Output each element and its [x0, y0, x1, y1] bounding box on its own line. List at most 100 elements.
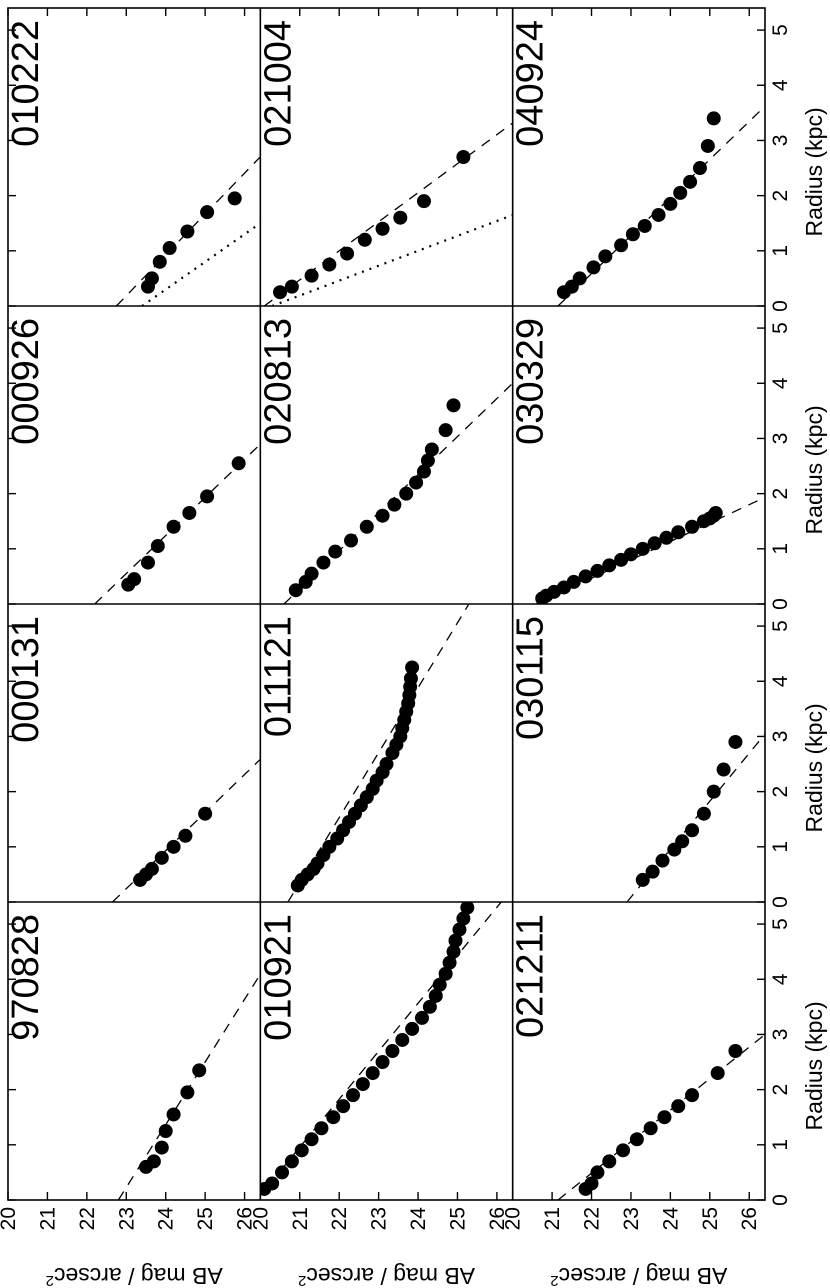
- x-axis-label: Radius (kpc): [801, 405, 827, 534]
- data-point: [456, 150, 471, 164]
- data-point: [344, 533, 359, 548]
- fit-line: [287, 604, 470, 902]
- data-point: [365, 1066, 380, 1081]
- y-axis-label-superscript: 2: [46, 1273, 54, 1288]
- data-point: [420, 453, 435, 468]
- data-point: [326, 1110, 341, 1125]
- data-point: [166, 1107, 181, 1122]
- y-axis-label-superscript: 2: [298, 1273, 306, 1288]
- panel-020813: 020813: [257, 318, 513, 604]
- data-point: [566, 574, 581, 589]
- data-point: [154, 1140, 169, 1155]
- data-point: [409, 475, 424, 490]
- data-point: [304, 268, 319, 283]
- data-point: [405, 1021, 420, 1036]
- panel-label: 000131: [5, 616, 47, 743]
- data-point: [728, 734, 743, 749]
- y-tick-label: 24: [155, 1207, 178, 1231]
- data-point: [162, 241, 177, 256]
- data-point: [692, 161, 707, 176]
- data-point: [314, 1121, 329, 1136]
- data-point: [710, 1066, 725, 1081]
- data-point: [180, 1085, 195, 1100]
- x-tick-label: 2: [769, 190, 792, 202]
- x-tick-label: 3: [769, 731, 792, 743]
- y-tick-label: 21: [541, 1207, 564, 1230]
- data-point: [616, 1143, 631, 1158]
- model-dotted-line: [271, 213, 513, 306]
- data-point: [696, 806, 711, 821]
- panel-010222: 010222: [5, 20, 261, 306]
- x-tick-label: 0: [769, 1194, 792, 1206]
- data-point: [182, 505, 197, 520]
- data-point: [446, 944, 461, 959]
- y-tick-label: 23: [115, 1207, 138, 1230]
- data-point: [637, 218, 652, 233]
- data-point: [416, 464, 431, 479]
- data-point: [154, 850, 169, 865]
- data-point: [340, 246, 355, 261]
- data-point: [452, 922, 467, 937]
- panel-000926: 000926: [5, 318, 261, 604]
- y-tick-label: 24: [407, 1207, 430, 1231]
- panels-frame: [7, 7, 766, 1201]
- data-point: [144, 271, 159, 286]
- y-tick-label: 20: [0, 1207, 20, 1230]
- panel-021211: 021211: [510, 914, 766, 1200]
- panel-030329: 030329: [510, 318, 766, 604]
- x-tick-label: 1: [769, 1139, 792, 1151]
- y-axis-label: AB mag / arcsec2: [46, 1263, 223, 1288]
- data-point: [629, 1132, 644, 1147]
- data-point: [152, 254, 167, 269]
- data-point: [316, 555, 331, 570]
- x-tick-label: 5: [769, 322, 792, 334]
- data-point: [403, 671, 418, 686]
- data-point: [446, 398, 461, 413]
- data-point: [586, 260, 601, 275]
- data-point: [200, 489, 215, 504]
- data-point: [227, 191, 242, 206]
- x-tick-label: 0: [769, 896, 792, 908]
- data-point: [659, 530, 674, 545]
- x-axis-label: Radius (kpc): [801, 1001, 827, 1130]
- data-point: [578, 569, 593, 584]
- data-point: [663, 196, 678, 211]
- x-tick-label: 3: [769, 1029, 792, 1041]
- x-tick-label: 5: [769, 24, 792, 36]
- data-point: [416, 194, 431, 209]
- data-point: [598, 249, 613, 264]
- data-point: [198, 806, 213, 821]
- y-tick-label: 23: [368, 1207, 391, 1230]
- data-point: [405, 660, 420, 675]
- data-point: [708, 505, 723, 520]
- panel-label: 030115: [510, 616, 552, 740]
- data-point: [357, 232, 372, 247]
- data-point: [284, 1154, 299, 1169]
- panel-label: 010222: [5, 20, 47, 147]
- data-point: [700, 138, 715, 153]
- data-point: [706, 784, 721, 799]
- data-point: [275, 1165, 290, 1180]
- y-axis-label-superscript: 2: [550, 1273, 558, 1288]
- panel-011121: 011121: [257, 604, 470, 902]
- data-point: [584, 1176, 599, 1191]
- panel-label: 040924: [510, 20, 552, 147]
- x-tick-label: 4: [769, 973, 792, 985]
- data-point: [645, 864, 660, 879]
- y-tick-label: 20: [249, 1207, 272, 1230]
- data-point: [643, 1121, 658, 1136]
- x-tick-label: 4: [769, 675, 792, 687]
- x-tick-label: 4: [769, 79, 792, 91]
- data-point: [355, 1077, 370, 1092]
- panel-label: 021004: [257, 20, 299, 147]
- data-point: [590, 563, 605, 578]
- data-point: [140, 555, 155, 570]
- panel-030115: 030115: [510, 616, 766, 902]
- data-point: [460, 902, 475, 915]
- data-point: [150, 539, 165, 554]
- x-tick-label: 1: [769, 841, 792, 853]
- y-tick-label: 21: [289, 1207, 312, 1230]
- x-tick-label: 5: [769, 620, 792, 632]
- data-point: [200, 205, 215, 220]
- x-tick-label: 2: [769, 488, 792, 500]
